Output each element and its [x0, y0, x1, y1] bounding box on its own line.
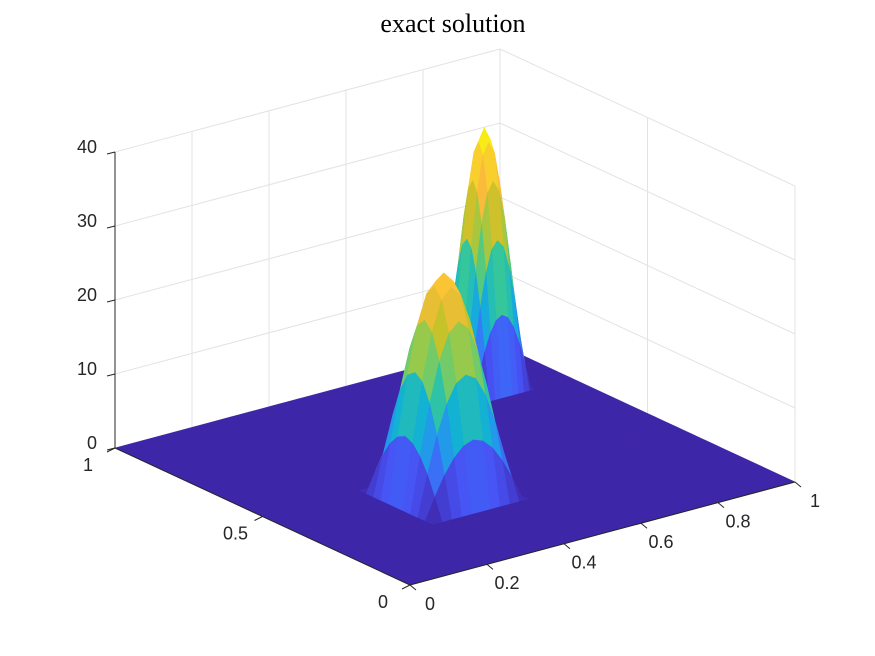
grid-line: [114, 48, 501, 153]
x-tick-mark: [563, 543, 571, 550]
z-tick-label: 0: [87, 433, 97, 453]
x-tick-mark: [717, 502, 725, 508]
z-tick-mark: [106, 373, 116, 377]
x-tick-label: 0: [425, 594, 435, 614]
z-tick-label: 10: [77, 359, 97, 379]
chart-title: exact solution: [380, 9, 525, 38]
x-tick-mark: [794, 481, 802, 488]
x-tick-label: 0.2: [494, 573, 519, 593]
grid-line: [114, 122, 501, 227]
y-tick-label: 1: [83, 455, 93, 475]
y-tick-label: 0: [378, 592, 388, 612]
x-tick-mark: [486, 564, 494, 570]
y-tick-mark: [106, 447, 116, 453]
z-tick-mark: [106, 151, 116, 155]
grid-line: [499, 196, 796, 335]
grid-line: [499, 48, 796, 187]
y-tick-mark: [401, 584, 411, 590]
x-tick-label: 0.6: [648, 532, 673, 552]
x-tick-mark: [409, 584, 417, 591]
grid-line: [114, 196, 501, 301]
grid-line: [499, 270, 796, 409]
x-tick-label: 0.4: [571, 553, 596, 573]
z-tick-label: 40: [77, 137, 97, 157]
x-tick-label: 1: [810, 491, 820, 511]
x-tick-label: 0.8: [725, 511, 750, 531]
z-tick-mark: [106, 299, 116, 303]
grid-line: [499, 122, 796, 261]
x-tick-mark: [640, 522, 648, 529]
x-axis-line: [409, 481, 796, 586]
z-tick-label: 20: [77, 285, 97, 305]
y-tick-label: 0.5: [223, 523, 248, 543]
z-tick-label: 30: [77, 211, 97, 231]
z-tick-mark: [106, 225, 116, 229]
y-tick-mark: [254, 516, 263, 521]
